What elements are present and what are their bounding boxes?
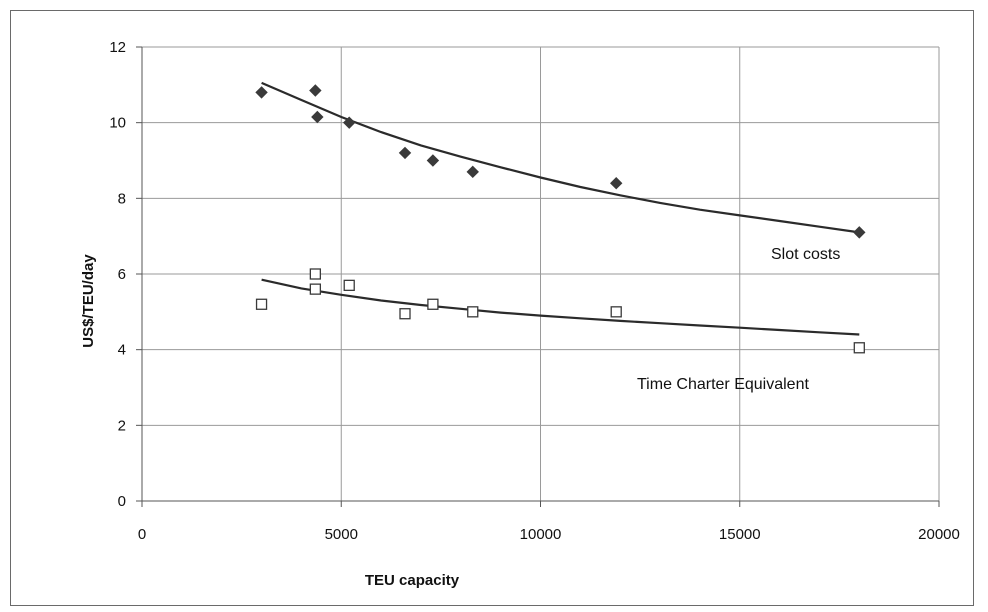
data-point-slot-costs: [426, 154, 440, 167]
y-tick-label: 2: [118, 417, 126, 434]
data-point-time-charter-equivalent: [309, 268, 321, 280]
data-point-time-charter-equivalent: [853, 342, 865, 354]
points-layer: [255, 84, 866, 354]
chart-frame: TEU capacity US$/TEU/day Slot costs Time…: [10, 10, 974, 606]
y-tick-label: 6: [118, 266, 126, 283]
data-point-time-charter-equivalent: [467, 306, 479, 318]
x-tick-label: 5000: [325, 526, 358, 543]
data-point-slot-costs: [398, 146, 412, 160]
y-tick-label: 0: [118, 493, 126, 510]
x-tick-label: 0: [138, 526, 146, 543]
trendline-time-charter-equivalent: [261, 278, 860, 336]
y-axis-title: US$/TEU/day: [80, 254, 97, 348]
data-point-slot-costs: [309, 84, 322, 97]
data-point-slot-costs: [466, 165, 479, 179]
y-tick-label: 4: [118, 342, 126, 359]
annotation-time-charter-equivalent: Time Charter Equivalent: [637, 376, 809, 393]
x-axis-title: TEU capacity: [365, 572, 460, 589]
x-tick-label: 15000: [719, 526, 761, 543]
x-tick-label: 20000: [918, 526, 960, 543]
chart-svg: TEU capacity US$/TEU/day Slot costs Time…: [80, 39, 960, 589]
x-tick-label: 10000: [520, 526, 562, 543]
data-point-time-charter-equivalent: [399, 308, 411, 320]
data-point-time-charter-equivalent: [309, 283, 321, 295]
data-point-time-charter-equivalent: [343, 279, 355, 292]
data-point-slot-costs: [343, 116, 356, 129]
y-tick-label: 10: [109, 115, 126, 132]
trendline-slot-costs: [261, 81, 860, 234]
data-point-time-charter-equivalent: [610, 306, 622, 318]
grid-layer: [142, 46, 940, 501]
axes-layer: [136, 46, 940, 507]
data-point-slot-costs: [311, 110, 324, 124]
data-point-slot-costs: [255, 86, 268, 99]
annotation-slot-costs: Slot costs: [771, 246, 840, 263]
data-point-slot-costs: [610, 176, 623, 190]
y-tick-label: 12: [109, 39, 126, 56]
data-point-slot-costs: [853, 226, 866, 239]
labels-layer: TEU capacity US$/TEU/day Slot costs Time…: [80, 39, 960, 589]
data-point-time-charter-equivalent: [255, 298, 268, 310]
y-tick-label: 8: [118, 190, 126, 207]
data-point-time-charter-equivalent: [427, 298, 439, 310]
trendline-layer: [261, 81, 860, 336]
